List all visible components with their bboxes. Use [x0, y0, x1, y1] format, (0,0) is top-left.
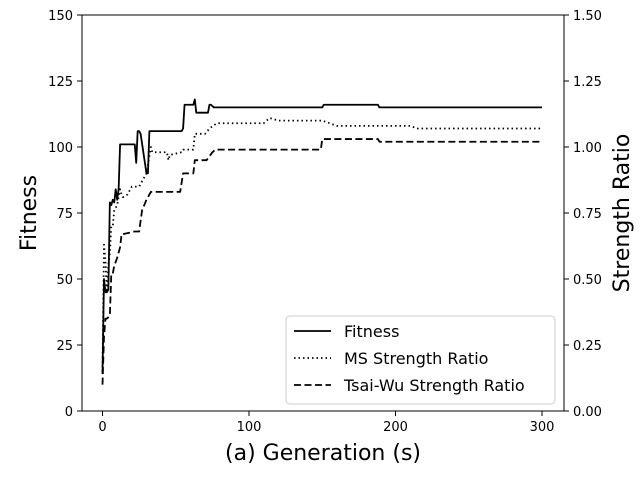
x-tick-label: 0: [98, 420, 106, 435]
x-tick-label: 300: [530, 420, 555, 435]
y2-tick-label: 0.25: [573, 339, 602, 354]
y2-tick-label: 1.00: [573, 141, 602, 156]
y-tick-label: 25: [56, 339, 73, 354]
x-tick-label: 200: [383, 420, 408, 435]
y-tick-label: 150: [48, 9, 73, 24]
left-y-axis-ticks: 0 25 50 75 100 125 150: [48, 9, 82, 420]
series-line-2: [101, 138, 543, 385]
y-tick-label: 0: [65, 405, 73, 420]
right-y-axis-title: Strength Ratio: [610, 134, 635, 293]
y2-tick-label: 0.00: [573, 405, 602, 420]
y-tick-label: 75: [56, 207, 73, 222]
left-y-axis-title: Fitness: [17, 175, 42, 251]
legend-label: MS Strength Ratio: [344, 349, 488, 368]
legend-label: Tsai-Wu Strength Ratio: [343, 376, 525, 395]
right-y-axis-ticks: 0.00 0.25 0.50 0.75 1.00 1.25 1.50: [564, 9, 602, 420]
x-axis-ticks: 0 100 200 300: [98, 411, 554, 435]
legend: Fitness MS Strength Ratio Tsai-Wu Strength…: [285, 315, 556, 405]
legend-label: Fitness: [344, 322, 399, 341]
plot-frame: [81, 14, 565, 412]
series-line-0: [101, 98, 543, 375]
legend-box: [285, 315, 556, 405]
y-tick-label: 125: [48, 75, 73, 90]
y-tick-label: 100: [48, 141, 73, 156]
y2-tick-label: 0.50: [573, 273, 602, 288]
y-tick-label: 50: [56, 273, 73, 288]
y2-tick-label: 1.50: [573, 9, 602, 24]
series-line-1: [101, 117, 543, 372]
y2-tick-label: 1.25: [573, 75, 602, 90]
y2-tick-label: 0.75: [573, 207, 602, 222]
series-layer: [101, 98, 543, 385]
x-tick-label: 100: [237, 420, 262, 435]
x-axis-title: (a) Generation (s): [225, 441, 421, 466]
